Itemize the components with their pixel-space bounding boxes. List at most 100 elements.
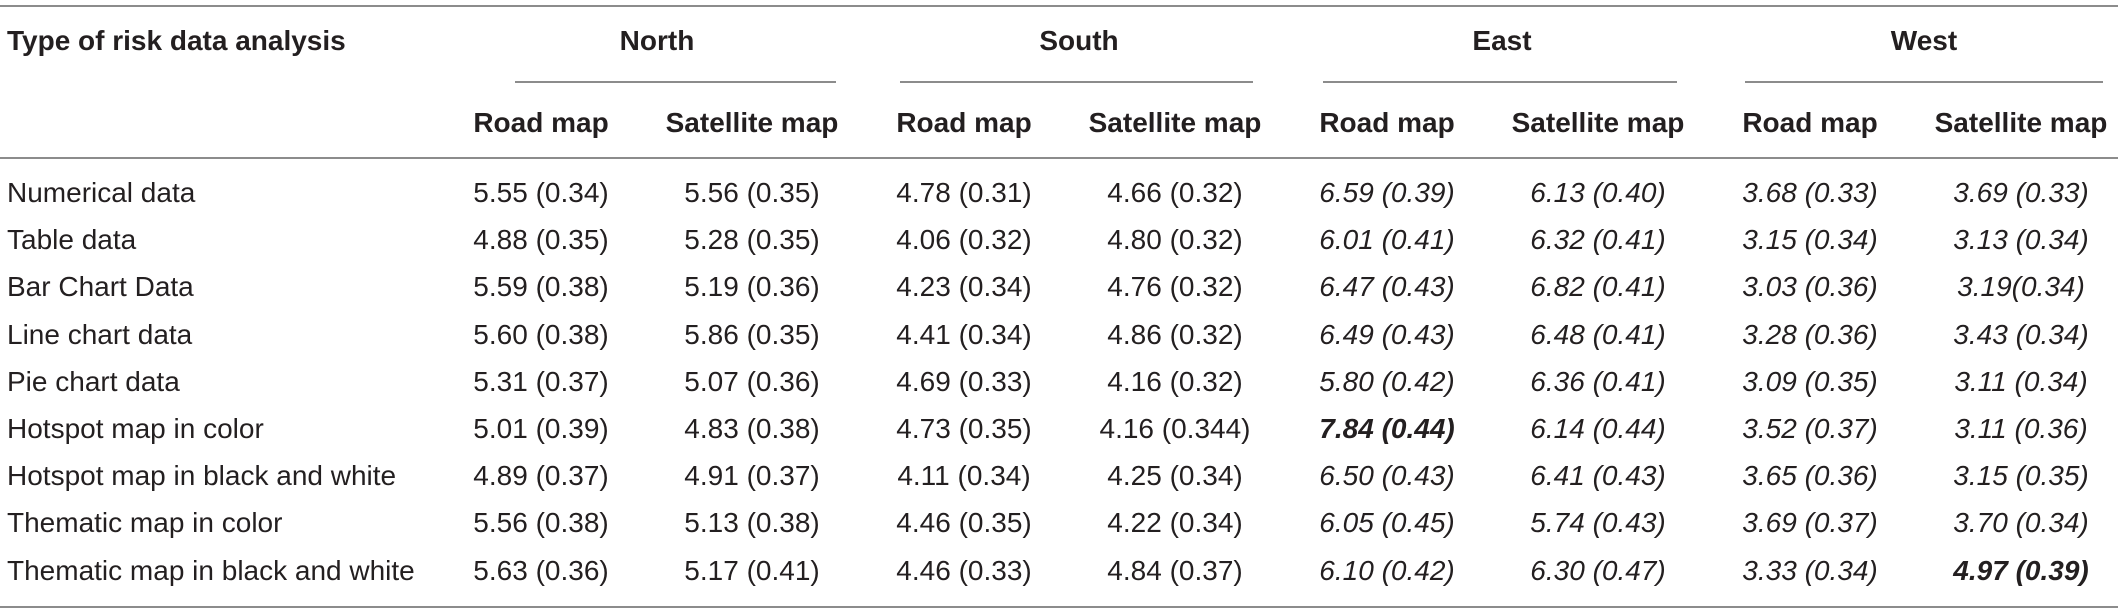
row-label: Thematic map in black and white bbox=[7, 554, 415, 586]
table-cell: 5.55 (0.34) bbox=[473, 177, 609, 208]
table-cell: 4.83 (0.38) bbox=[684, 413, 820, 444]
table-cell: 3.69 (0.37) bbox=[1742, 507, 1878, 539]
table-cell: 4.84 (0.37) bbox=[1107, 554, 1243, 586]
table-cell: 5.28 (0.35) bbox=[684, 224, 820, 256]
table-cell: 6.01 (0.41) bbox=[1319, 224, 1455, 256]
table-cell: 4.89 (0.37) bbox=[473, 460, 609, 492]
table-cell: 6.41 (0.43) bbox=[1530, 460, 1666, 492]
table-cell: 5.60 (0.38) bbox=[473, 318, 609, 350]
table-cell: 6.05 (0.45) bbox=[1319, 507, 1455, 539]
subheader-satellite-map: Satellite map bbox=[1934, 107, 2108, 138]
table-cell: 3.65 (0.36) bbox=[1742, 460, 1878, 492]
table-cell: 5.74 (0.43) bbox=[1530, 507, 1666, 539]
table-cell: 4.16 (0.32) bbox=[1107, 365, 1243, 397]
row-label: Bar Chart Data bbox=[7, 271, 194, 303]
table-cell: 4.69 (0.33) bbox=[896, 365, 1032, 397]
table-cell: 4.91 (0.37) bbox=[684, 460, 820, 492]
group-underline bbox=[515, 81, 836, 83]
row-label: Line chart data bbox=[7, 318, 193, 350]
header-bottom-rule bbox=[0, 157, 2118, 159]
row-label: Hotspot map in black and white bbox=[7, 460, 397, 492]
table-cell: 5.86 (0.35) bbox=[684, 318, 820, 350]
table-bottom-rule bbox=[0, 606, 2118, 608]
table-cell: 3.11 (0.36) bbox=[1954, 413, 2088, 444]
subheader-road-map: Road map bbox=[896, 107, 1032, 138]
table-cell: 4.97 (0.39) bbox=[1953, 554, 2089, 586]
table-top-rule bbox=[0, 5, 2118, 7]
table-cell: 5.13 (0.38) bbox=[684, 507, 820, 539]
table-cell: 3.52 (0.37) bbox=[1742, 413, 1878, 444]
row-label: Table data bbox=[7, 224, 137, 256]
table-cell: 3.11 (0.34) bbox=[1954, 365, 2088, 397]
group-header-north: North bbox=[619, 25, 695, 56]
group-header-east: East bbox=[1472, 25, 1532, 56]
row-label: Pie chart data bbox=[7, 365, 180, 397]
table-cell: 3.68 (0.33) bbox=[1742, 177, 1878, 208]
table-cell: 3.70 (0.34) bbox=[1953, 507, 2089, 539]
table-cell: 6.82 (0.41) bbox=[1530, 271, 1666, 303]
table-cell: 5.56 (0.35) bbox=[684, 177, 820, 208]
subheader-road-map: Road map bbox=[473, 107, 609, 138]
table-cell: 6.50 (0.43) bbox=[1319, 460, 1455, 492]
table-cell: 3.33 (0.34) bbox=[1742, 554, 1878, 586]
table-cell: 4.88 (0.35) bbox=[473, 224, 609, 256]
table-cell: 6.36 (0.41) bbox=[1530, 365, 1666, 397]
table-cell: 4.41 (0.34) bbox=[896, 318, 1032, 350]
group-underline bbox=[900, 81, 1253, 83]
table-cell: 4.66 (0.32) bbox=[1107, 177, 1243, 208]
subheader-satellite-map: Satellite map bbox=[665, 107, 839, 138]
table-cell: 4.23 (0.34) bbox=[896, 271, 1032, 303]
subheader-road-map: Road map bbox=[1319, 107, 1455, 138]
table-cell: 3.19(0.34) bbox=[1957, 271, 2085, 303]
table-cell: 4.06 (0.32) bbox=[896, 224, 1032, 256]
table-cell: 7.84 (0.44) bbox=[1319, 413, 1455, 444]
group-underline bbox=[1323, 81, 1677, 83]
table-cell: 5.07 (0.36) bbox=[684, 365, 820, 397]
table-cell: 4.86 (0.32) bbox=[1107, 318, 1243, 350]
table-cell: 4.22 (0.34) bbox=[1107, 507, 1243, 539]
table-cell: 6.32 (0.41) bbox=[1530, 224, 1666, 256]
table-cell: 4.46 (0.33) bbox=[896, 554, 1032, 586]
table-cell: 6.49 (0.43) bbox=[1319, 318, 1455, 350]
table-cell: 5.19 (0.36) bbox=[684, 271, 820, 303]
table-cell: 5.31 (0.37) bbox=[473, 365, 609, 397]
table-cell: 3.03 (0.36) bbox=[1742, 271, 1878, 303]
table-cell: 3.28 (0.36) bbox=[1742, 318, 1878, 350]
row-label: Thematic map in color bbox=[7, 507, 283, 539]
table-cell: 3.13 (0.34) bbox=[1953, 224, 2089, 256]
row-label: Numerical data bbox=[7, 177, 196, 208]
table-cell: 4.76 (0.32) bbox=[1107, 271, 1243, 303]
subheader-satellite-map: Satellite map bbox=[1511, 107, 1685, 138]
table-cell: 4.78 (0.31) bbox=[896, 177, 1032, 208]
stub-header: Type of risk data analysis bbox=[7, 25, 346, 56]
row-label: Hotspot map in color bbox=[7, 413, 264, 444]
table-cell: 4.80 (0.32) bbox=[1107, 224, 1243, 256]
group-header-west: West bbox=[1890, 25, 1958, 56]
table-cell: 3.15 (0.35) bbox=[1953, 460, 2089, 492]
table-cell: 5.17 (0.41) bbox=[684, 554, 820, 586]
table-cell: 5.56 (0.38) bbox=[473, 507, 609, 539]
table-cell: 6.47 (0.43) bbox=[1319, 271, 1455, 303]
table-cell: 6.30 (0.47) bbox=[1530, 554, 1666, 586]
table-cell: 5.59 (0.38) bbox=[473, 271, 609, 303]
table-cell: 6.13 (0.40) bbox=[1530, 177, 1666, 208]
subheader-satellite-map: Satellite map bbox=[1088, 107, 1262, 138]
table-cell: 5.63 (0.36) bbox=[473, 554, 609, 586]
table-cell: 6.14 (0.44) bbox=[1530, 413, 1666, 444]
table-cell: 3.15 (0.34) bbox=[1742, 224, 1878, 256]
table-cell: 5.01 (0.39) bbox=[473, 413, 609, 444]
table-cell: 3.69 (0.33) bbox=[1953, 177, 2089, 208]
table-cell: 5.80 (0.42) bbox=[1319, 365, 1455, 397]
table-cell: 3.09 (0.35) bbox=[1742, 365, 1878, 397]
table-cell: 4.46 (0.35) bbox=[896, 507, 1032, 539]
table-cell: 4.25 (0.34) bbox=[1107, 460, 1243, 492]
table-cell: 4.16 (0.344) bbox=[1099, 413, 1251, 444]
table-cell: 4.11 (0.34) bbox=[897, 460, 1031, 492]
group-underline bbox=[1745, 81, 2103, 83]
table-cell: 4.73 (0.35) bbox=[896, 413, 1032, 444]
table-cell: 6.48 (0.41) bbox=[1530, 318, 1666, 350]
subheader-road-map: Road map bbox=[1742, 107, 1878, 138]
table-cell: 3.43 (0.34) bbox=[1953, 318, 2089, 350]
group-header-south: South bbox=[1039, 25, 1119, 56]
table-cell: 6.59 (0.39) bbox=[1319, 177, 1455, 208]
